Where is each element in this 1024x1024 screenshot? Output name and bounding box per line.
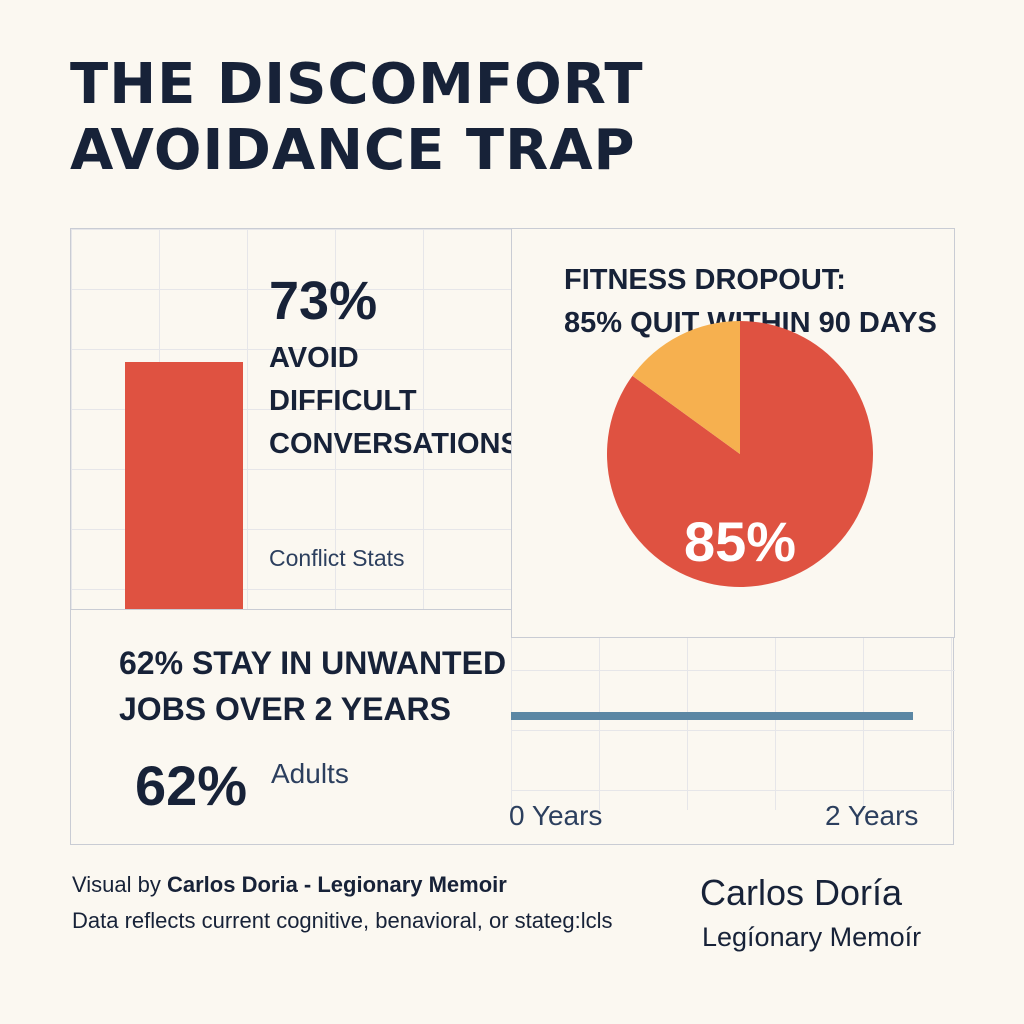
- conflict-label-line-2: DIFFICULT: [269, 385, 417, 417]
- pie-title-line-1: FITNESS DROPOUT:: [564, 264, 846, 296]
- jobs-title-line-1: 62% STAY IN UNWANTED: [119, 645, 507, 681]
- credit-author: Carlos Doria - Legionary Memoir: [166, 872, 507, 897]
- title-line-2: AVOIDANCE TRAP: [70, 118, 636, 183]
- pie-slice-label: 85%: [684, 510, 796, 573]
- unwanted-jobs-panel: 62% STAY IN UNWANTED JOBS OVER 2 YEARS 6…: [70, 609, 955, 845]
- jobs-line-chart: [511, 712, 913, 720]
- signature-name: Carlos Doría: [700, 872, 903, 913]
- conflict-stats-panel: 73% AVOID DIFFICULT CONVERSATIONS Confli…: [70, 228, 520, 610]
- jobs-big-value: 62%: [135, 754, 248, 817]
- jobs-sub-label: Adults: [271, 758, 349, 789]
- x-tick-end: 2 Years: [825, 800, 919, 831]
- page-title: THE DISCOMFORT AVOIDANCE TRAP: [70, 52, 644, 184]
- jobs-line-grid: [511, 610, 955, 810]
- conflict-label: AVOID DIFFICULT CONVERSATIONS: [269, 337, 520, 466]
- title-line-1: THE DISCOMFORT: [70, 52, 644, 117]
- conflict-caption: Conflict Stats: [269, 545, 405, 571]
- fitness-dropout-panel: FITNESS DROPOUT: 85% QUIT WITHIN 90 DAYS…: [511, 228, 955, 638]
- credit-prefix: Visual by: [72, 872, 167, 897]
- signature-subtitle: Legíonary Memoír: [702, 922, 922, 952]
- conflict-big-value: 73%: [269, 271, 378, 331]
- conflict-label-line-1: AVOID: [269, 342, 359, 374]
- bar-avoid-difficult-conversations: [125, 362, 243, 609]
- jobs-title-line-2: JOBS OVER 2 YEARS: [119, 691, 451, 727]
- x-tick-start: 0 Years: [509, 800, 603, 831]
- data-note: Data reflects current cognitive, benavio…: [72, 908, 613, 933]
- pie-slice-remaining: [632, 321, 740, 454]
- conflict-label-line-3: CONVERSATIONS: [269, 428, 520, 460]
- jobs-title: 62% STAY IN UNWANTED JOBS OVER 2 YEARS: [119, 640, 506, 732]
- pie-slice-quit: [606, 321, 873, 588]
- fitness-pie-chart: 85%: [606, 321, 873, 588]
- credit-line: Visual by Carlos Doria - Legionary Memoi…: [72, 872, 507, 898]
